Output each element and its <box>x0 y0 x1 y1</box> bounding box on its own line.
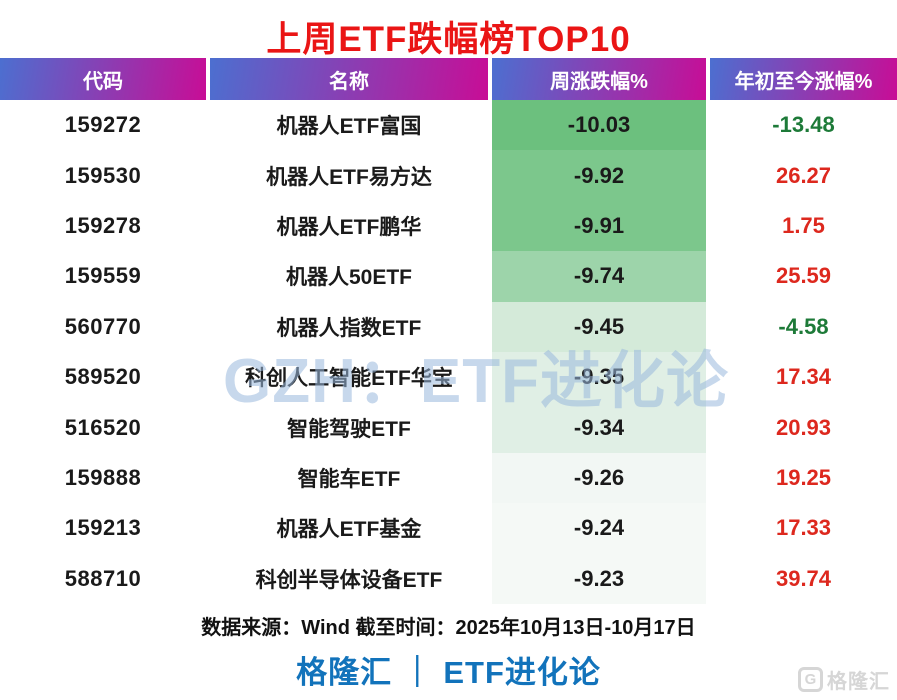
row-week-change: -9.92 <box>492 150 706 201</box>
column-header-ytd-change: 年初至今涨幅% <box>710 58 897 100</box>
row-code: 159213 <box>64 515 142 541</box>
row-code: 159888 <box>64 464 142 490</box>
row-week-change: -9.34 <box>492 402 706 453</box>
row-week-change: -10.03 <box>492 100 706 151</box>
column-header-week-change: 周涨跌幅% <box>492 58 706 100</box>
row-ytd-change: 1.75 <box>782 212 825 238</box>
row-ytd-change: -13.48 <box>772 112 835 138</box>
row-name: 机器人ETF鹏华 <box>276 215 422 239</box>
row-week-change: -9.45 <box>492 301 706 352</box>
row-code: 589520 <box>64 364 142 390</box>
row-ytd-change: 19.25 <box>775 464 832 490</box>
row-week-change: -9.23 <box>492 553 706 604</box>
brand-footer: 格隆汇 ｜ ETF进化论 <box>296 654 601 690</box>
row-code: 159272 <box>64 112 142 138</box>
row-week-change: -9.24 <box>492 503 706 554</box>
row-ytd-change: 17.34 <box>775 364 832 390</box>
row-week-change: -9.91 <box>492 200 706 252</box>
row-name: 机器人50ETF <box>285 266 413 290</box>
row-week-change: -9.26 <box>492 452 706 504</box>
row-code: 159530 <box>64 162 142 188</box>
row-name: 智能车ETF <box>297 467 401 491</box>
row-name: 智能驾驶ETF <box>287 417 411 441</box>
row-code: 516520 <box>64 414 142 440</box>
row-ytd-change: 25.59 <box>775 263 832 289</box>
data-source-note: 数据来源：Wind 截至时间：2025年10月13日-10月17日 <box>201 616 696 639</box>
row-ytd-change: 39.74 <box>775 565 832 591</box>
table-header-row: 代码 名称 周涨跌幅% 年初至今涨幅% <box>0 58 897 100</box>
row-name: 机器人ETF富国 <box>276 115 422 139</box>
row-code: 560770 <box>64 313 142 339</box>
row-ytd-change: 26.27 <box>775 162 832 188</box>
column-header-code: 代码 <box>0 58 206 100</box>
page-title: 上周ETF跌幅榜TOP10 <box>266 20 631 59</box>
row-code: 159278 <box>64 212 142 238</box>
row-ytd-change: 20.93 <box>775 414 832 440</box>
table-body: 159272 机器人ETF富国 -10.03 -13.48 159530 机器人… <box>0 100 897 604</box>
row-name: 机器人指数ETF <box>276 316 422 340</box>
column-header-name: 名称 <box>210 58 488 100</box>
row-name: 科创半导体设备ETF <box>255 568 443 592</box>
row-week-change: -9.35 <box>492 351 706 403</box>
row-ytd-change: -4.58 <box>778 313 829 339</box>
row-name: 科创人工智能ETF华宝 <box>245 367 453 391</box>
gelonghui-logo: G 格隆汇 <box>798 665 890 694</box>
row-name: 机器人ETF易方达 <box>266 165 432 189</box>
row-code: 588710 <box>64 565 142 591</box>
row-name: 机器人ETF基金 <box>276 518 422 542</box>
row-code: 159559 <box>64 263 142 289</box>
row-week-change: -9.74 <box>492 251 706 302</box>
gelonghui-logo-label: 格隆汇 <box>827 671 890 693</box>
gelonghui-logo-icon: G <box>798 667 823 692</box>
row-ytd-change: 17.33 <box>775 515 832 541</box>
